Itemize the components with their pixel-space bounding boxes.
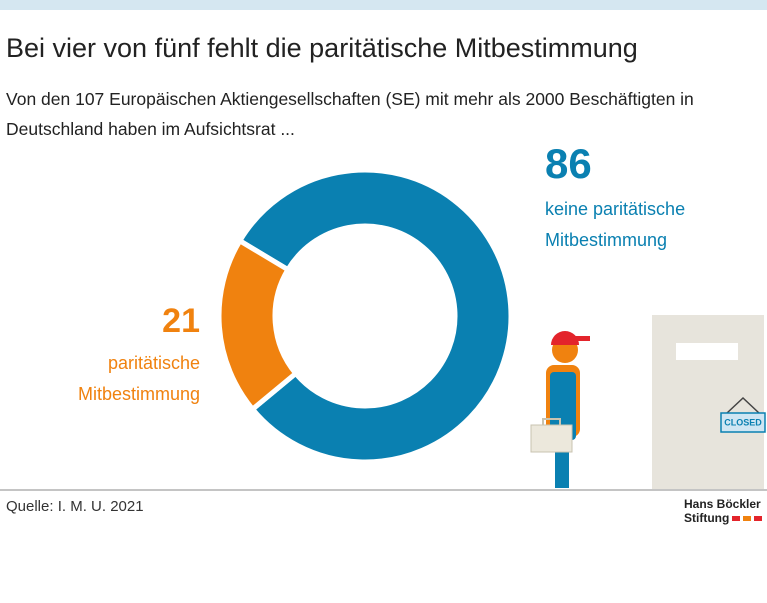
worker-illustration (530, 331, 590, 488)
logo-row: Stiftung (684, 511, 763, 525)
top-bar (0, 0, 767, 10)
category-label: keine paritätische Mitbestimmung (545, 199, 686, 250)
chart-subtitle: Von den 107 Europäischen Aktiengesellsch… (6, 89, 694, 139)
logo-line: Stiftung (684, 511, 730, 525)
category-label: paritätische Mitbestimmung (77, 353, 200, 404)
chart-title: Bei vier von fünf fehlt die paritätische… (6, 33, 638, 63)
data-label: 86 (545, 140, 592, 187)
logo-line: Hans Böckler (684, 497, 761, 511)
donut-segment (216, 237, 300, 413)
logo: Hans Böckler Stiftung (684, 497, 763, 525)
door-illustration (652, 315, 766, 489)
donut (216, 167, 514, 465)
donut-segment (236, 167, 514, 465)
door-sign: CLOSED (724, 417, 762, 427)
data-label: 21 (162, 302, 200, 340)
source: Quelle: I. M. U. 2021 (6, 498, 144, 515)
